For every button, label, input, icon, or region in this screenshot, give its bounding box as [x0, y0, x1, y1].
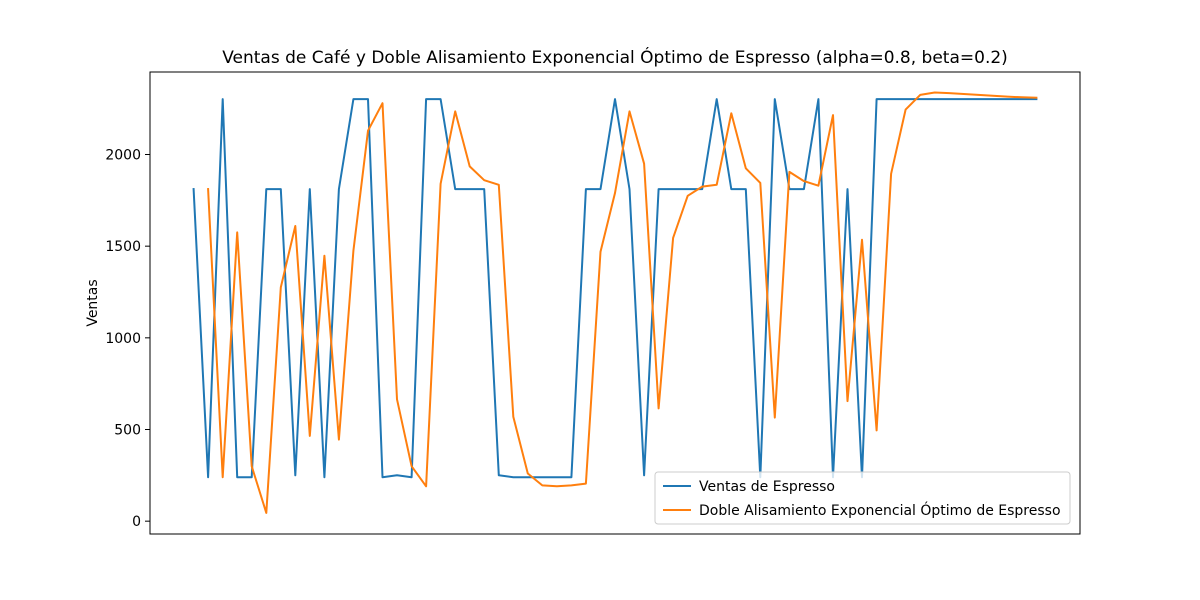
y-tick-label: 1000: [105, 331, 141, 347]
legend-box: [654, 471, 1071, 525]
y-tick-label: 1500: [105, 239, 141, 255]
legend-label-2: Doble Alisamiento Exponencial Óptimo de …: [699, 501, 1061, 519]
legend-label-1: Ventas de Espresso: [699, 479, 835, 495]
series-line-1: [192, 98, 1038, 479]
y-tick-label: 500: [114, 423, 141, 439]
y-axis-label: Ventas: [85, 279, 101, 326]
chart-title: Ventas de Café y Doble Alisamiento Expon…: [222, 46, 1008, 68]
plot-area: 0 500 1000 1500 2000 Ventas de Espresso Doble …: [105, 71, 1081, 535]
axes-frame: [149, 71, 1081, 535]
y-tick-label: 2000: [105, 148, 141, 164]
legend: Ventas de Espresso Doble Alisamiento Expo…: [654, 471, 1071, 525]
series-line-2: [207, 91, 1038, 514]
y-tick-label: 0: [132, 514, 141, 530]
